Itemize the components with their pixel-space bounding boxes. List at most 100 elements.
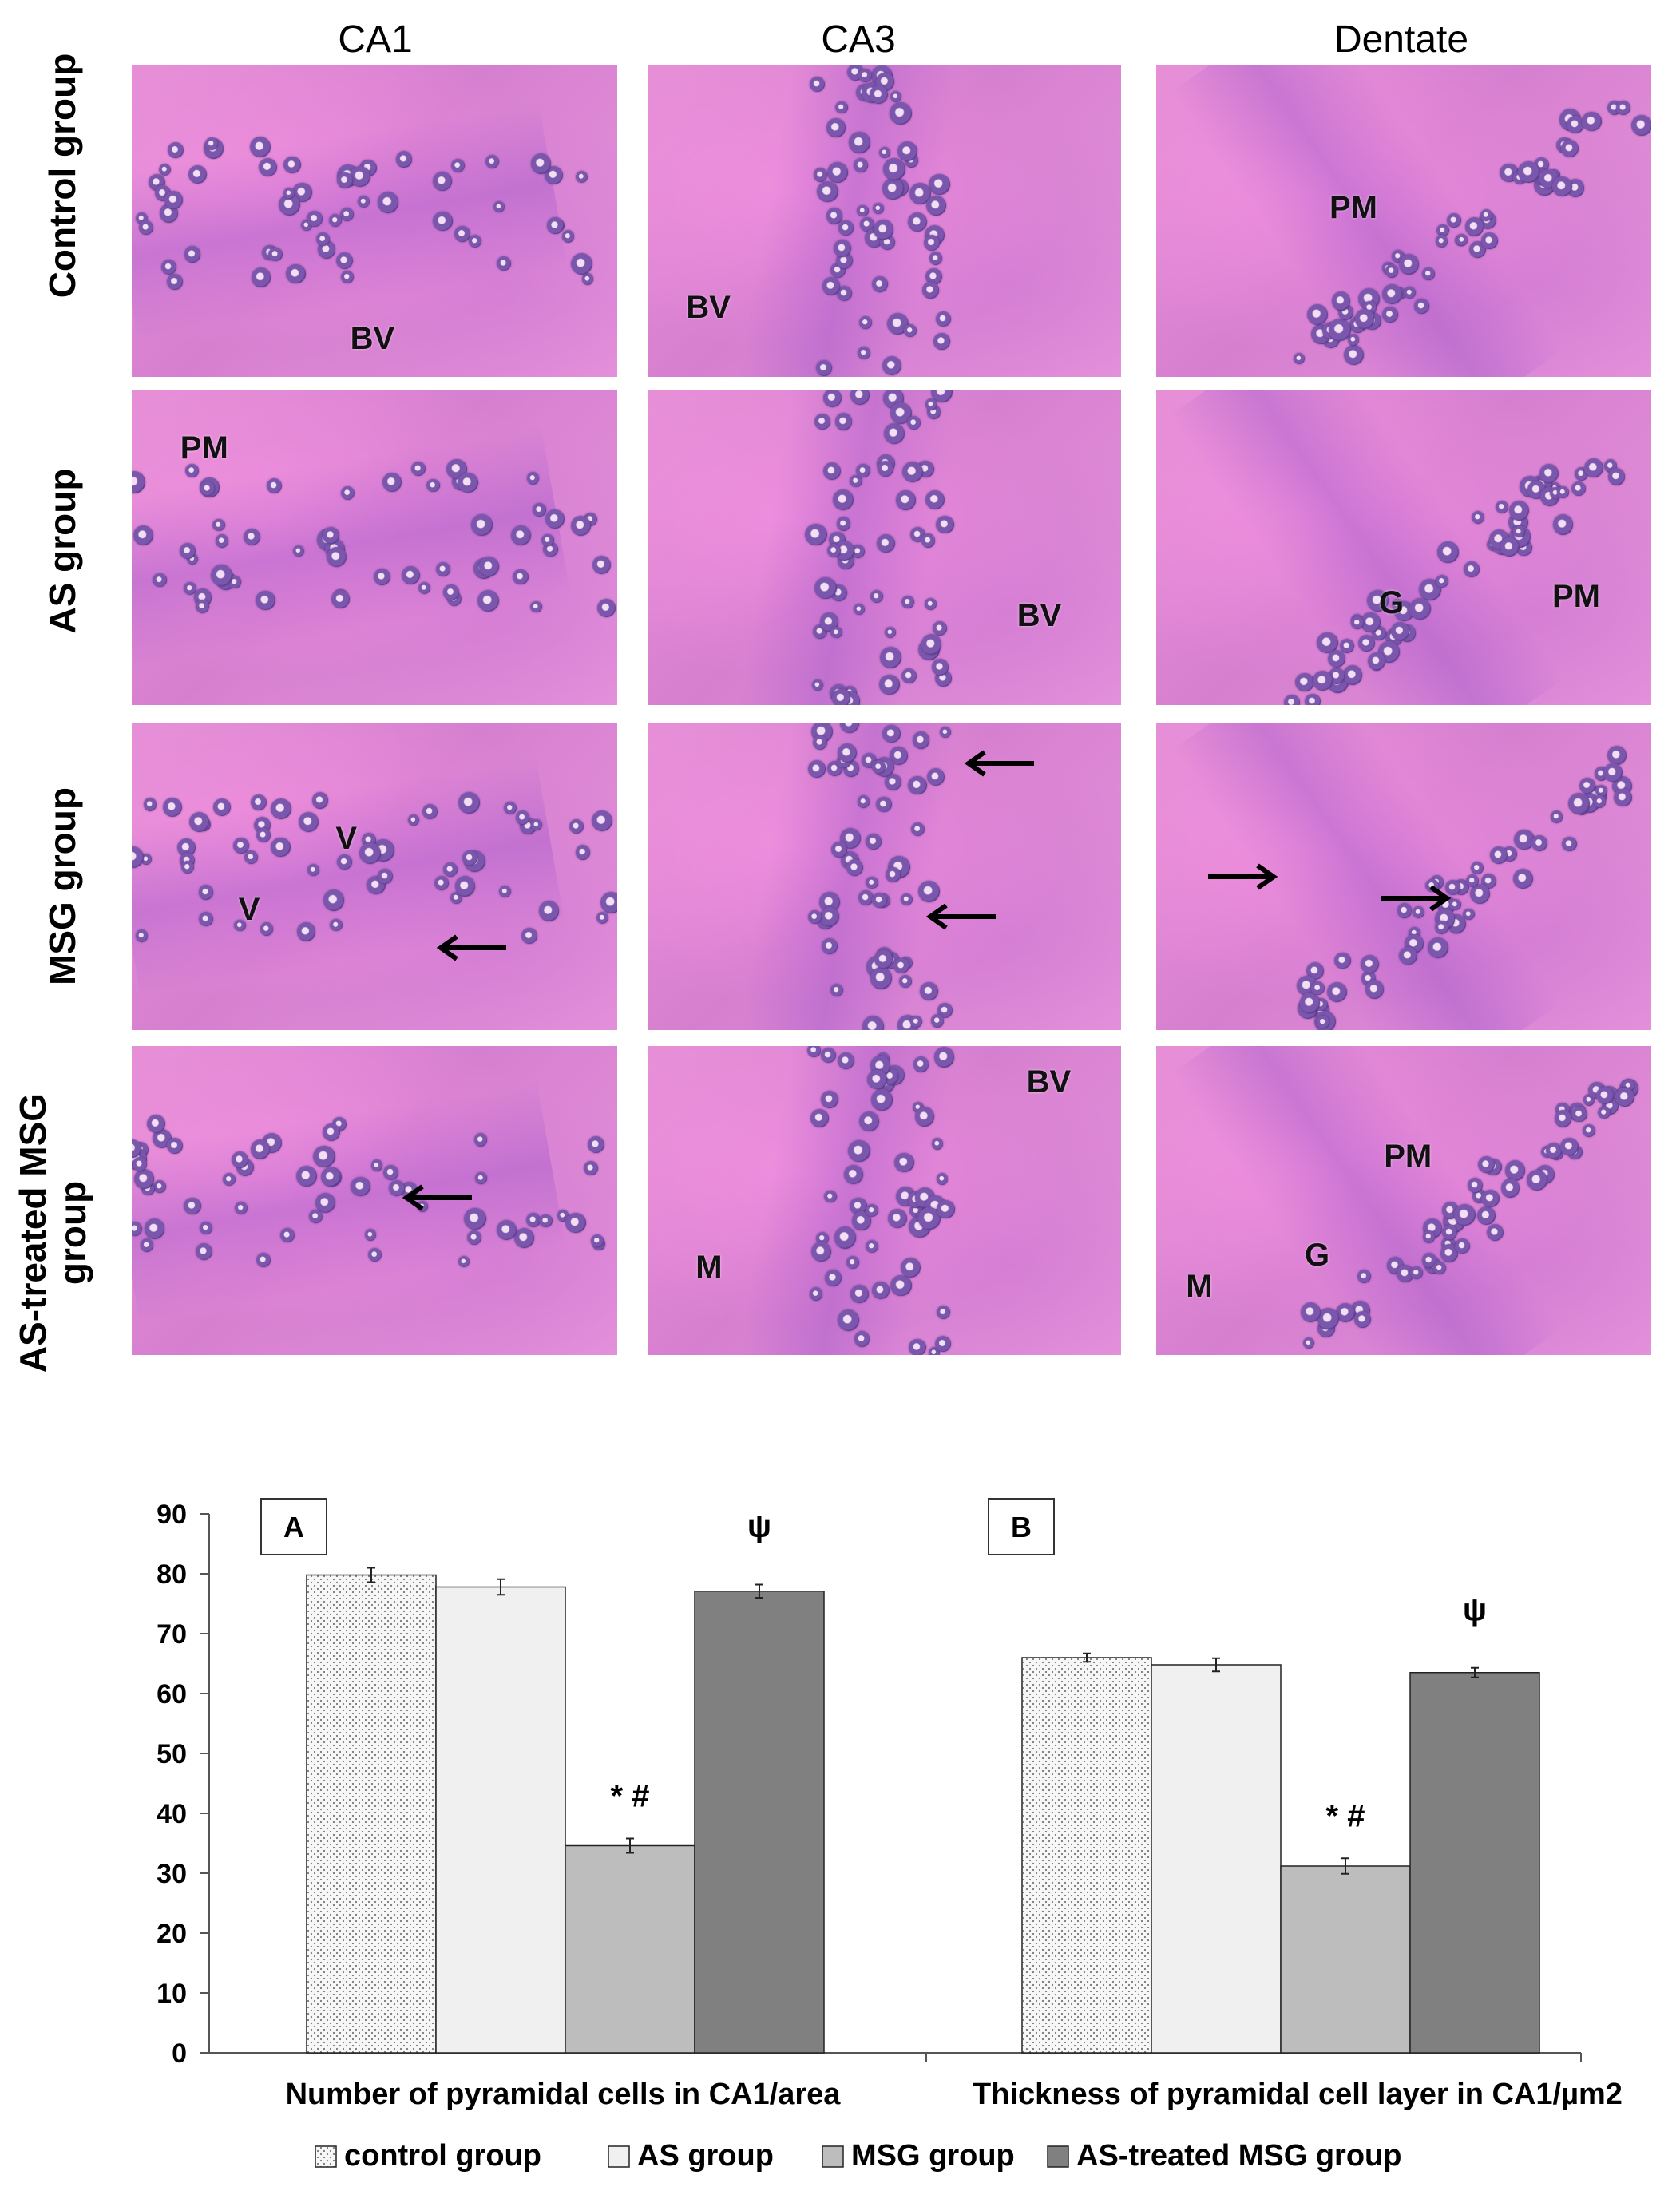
panel-label-v: V <box>335 821 358 857</box>
legend-swatch <box>1047 2145 1069 2168</box>
cell-nucleus <box>530 153 552 174</box>
cell-nucleus <box>1317 632 1338 653</box>
cell-nucleus <box>1579 778 1595 794</box>
cell-nucleus <box>458 792 480 814</box>
cell-nucleus <box>878 460 893 477</box>
cell-nucleus <box>364 1228 377 1241</box>
cell-nucleus <box>200 1221 212 1234</box>
category-label: Number of pyramidal cells in CA1/area <box>286 2078 842 2111</box>
cell-nucleus <box>143 798 157 811</box>
cell-nucleus <box>161 259 177 275</box>
cell-nucleus <box>514 1228 535 1248</box>
cell-nucleus <box>804 523 827 546</box>
cell-nucleus <box>929 252 942 265</box>
cell-nucleus <box>890 747 908 765</box>
y-tick-label: 10 <box>157 1979 187 2009</box>
cell-nucleus <box>890 102 913 125</box>
cell-nucleus <box>1409 598 1432 620</box>
cell-nucleus <box>879 646 902 669</box>
cell-nucleus <box>848 1139 870 1163</box>
panel-label-text: B <box>1011 1511 1032 1543</box>
cell-nucleus <box>497 256 511 271</box>
cell-nucleus <box>822 462 842 481</box>
cell-nucleus <box>1382 306 1399 323</box>
cell-nucleus <box>565 1213 586 1234</box>
cell-nucleus <box>1614 788 1632 807</box>
legend-swatch <box>608 2145 630 2168</box>
cell-nucleus <box>570 252 593 275</box>
cell-nucleus <box>473 1133 487 1147</box>
cell-nucleus <box>883 158 905 180</box>
cell-nucleus <box>134 1169 154 1189</box>
cell-nucleus <box>1353 1311 1372 1329</box>
cell-nucleus <box>408 814 420 826</box>
cell-nucleus <box>921 633 942 655</box>
arrow-right-icon <box>1208 863 1278 890</box>
cell-nucleus <box>857 794 870 808</box>
cell-nucleus <box>922 282 939 299</box>
cell-nucleus <box>212 518 225 532</box>
cell-nucleus <box>907 212 928 232</box>
cell-nucleus <box>132 846 144 869</box>
cell-nucleus <box>913 731 930 749</box>
cell-nucleus <box>570 516 591 536</box>
cell-nucleus <box>1463 908 1475 921</box>
cell-nucleus <box>906 415 921 430</box>
panel-label-m: M <box>1186 1268 1213 1304</box>
cell-nucleus <box>1598 1106 1611 1119</box>
cell-nucleus <box>837 286 853 302</box>
cell-nucleus <box>820 1047 837 1064</box>
micrograph-panel: BV <box>132 65 617 377</box>
row-header-as-treated-msg-group: AS-treated MSG group <box>12 1092 93 1373</box>
cell-nucleus <box>293 545 305 557</box>
cell-nucleus <box>454 226 470 242</box>
cell-nucleus <box>1582 1124 1595 1137</box>
cell-nucleus <box>1607 467 1626 485</box>
cell-nucleus <box>876 796 892 813</box>
cell-nucleus <box>1329 319 1352 342</box>
cell-nucleus <box>418 581 431 594</box>
cell-nucleus <box>1486 1223 1504 1242</box>
cell-nucleus <box>296 922 316 941</box>
cell-nucleus <box>925 398 937 410</box>
column-header-ca3: CA3 <box>821 18 896 61</box>
cell-nucleus <box>874 949 893 969</box>
cell-nucleus <box>307 211 323 228</box>
cell-nucleus <box>458 472 478 493</box>
legend-label: control group <box>344 2139 541 2173</box>
significance-annotation: * # <box>1326 1798 1365 1833</box>
cell-nucleus <box>1550 810 1563 823</box>
legend-swatch <box>822 2145 844 2168</box>
panel-label-v: V <box>238 891 260 927</box>
cell-nucleus <box>1447 213 1462 228</box>
bar-chart: 0 10 20 30 40 50 60 70 80 90 Number of pyramidal c… <box>157 1498 1623 2173</box>
cell-nucleus <box>1409 1266 1424 1280</box>
cell-nucleus <box>1399 254 1420 275</box>
cell-nucleus <box>817 180 838 203</box>
panel-label-bv: BV <box>686 289 731 325</box>
cell-nucleus <box>866 833 882 850</box>
cell-nucleus <box>858 68 873 82</box>
cell-nucleus <box>870 590 884 604</box>
cell-nucleus <box>894 1152 914 1173</box>
cell-nucleus <box>915 1107 935 1127</box>
cell-nucleus <box>826 162 848 184</box>
cell-nucleus <box>935 311 951 327</box>
cell-nucleus <box>882 177 904 200</box>
cell-nucleus <box>600 891 617 914</box>
cell-nucleus <box>426 478 440 493</box>
cell-nucleus <box>251 794 267 810</box>
cell-nucleus <box>1531 834 1548 851</box>
bar-as-treated-msg-group <box>1409 1672 1540 2054</box>
cell-nucleus <box>888 1208 908 1228</box>
cell-nucleus <box>837 1052 854 1070</box>
cell-nucleus <box>936 1173 949 1185</box>
cell-nucleus <box>1313 671 1333 691</box>
cell-nucleus <box>846 1255 860 1269</box>
cell-nucleus <box>510 525 532 546</box>
cell-nucleus <box>1365 980 1385 1000</box>
cell-nucleus <box>871 760 886 775</box>
cell-nucleus <box>937 1305 951 1319</box>
y-tick-label: 70 <box>157 1619 187 1650</box>
cell-nucleus <box>930 390 953 403</box>
